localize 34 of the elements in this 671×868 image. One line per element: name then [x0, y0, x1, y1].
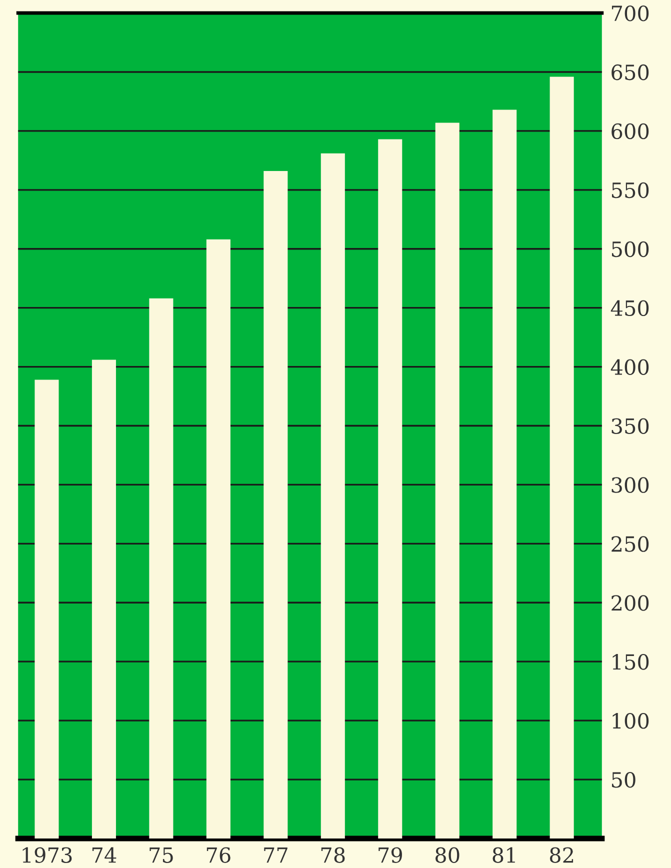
bar — [435, 122, 460, 838]
y-tick-label: 50 — [612, 772, 636, 788]
bar — [320, 153, 345, 838]
x-tick-label: 76 — [206, 847, 230, 863]
y-tick-label: 450 — [610, 300, 649, 316]
y-tick-label: 350 — [612, 418, 649, 434]
y-tick-label: 400 — [610, 359, 649, 376]
x-tick-label: 82 — [550, 847, 574, 863]
y-tick-label: 300 — [612, 477, 649, 493]
bar — [149, 298, 174, 838]
bar — [34, 380, 59, 838]
x-tick-label: 1973 — [22, 847, 72, 863]
x-tick-label: 80 — [436, 847, 460, 863]
bar — [378, 139, 402, 838]
y-tick-label: 500 — [612, 241, 649, 258]
x-tick-label: 81 — [492, 847, 515, 863]
x-tick-label: 78 — [321, 847, 345, 863]
x-tick-label: 79 — [378, 847, 402, 863]
y-tick-label: 700 — [612, 5, 649, 22]
y-tick-label: 100 — [612, 713, 649, 729]
bar — [264, 171, 288, 838]
x-tick-label: 74 — [92, 847, 116, 863]
y-tick-label: 250 — [612, 536, 649, 552]
x-tick-label: 75 — [150, 847, 173, 863]
y-tick-label: 600 — [612, 123, 649, 140]
y-tick-label: 150 — [612, 654, 649, 670]
bar — [492, 110, 517, 838]
y-tick-label: 650 — [612, 64, 649, 80]
y-tick-label: 200 — [612, 595, 649, 611]
bar — [92, 360, 116, 838]
x-tick-label: 77 — [264, 847, 288, 863]
bar — [550, 76, 574, 838]
y-tick-label: 550 — [612, 182, 649, 198]
bar — [206, 239, 230, 838]
